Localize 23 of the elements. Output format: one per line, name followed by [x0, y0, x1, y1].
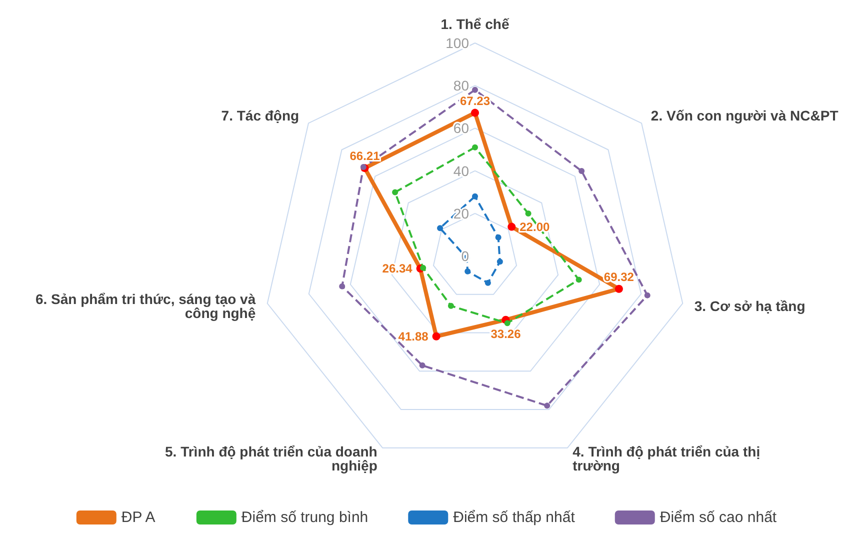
spoke-label: 5. Trình độ phát triển của doanh nghiệp — [165, 444, 378, 474]
y-tick-label: 20 — [453, 205, 470, 222]
data-label: 67.23 — [460, 94, 490, 108]
spoke-label: 3. Cơ sở hạ tầng — [694, 298, 806, 314]
legend-label: Điểm số trung bình — [241, 509, 368, 526]
data-label: 69.32 — [604, 270, 634, 284]
spoke-label: 1. Thể chế — [440, 16, 510, 32]
data-label: 22.00 — [520, 220, 550, 234]
data-label: 33.26 — [490, 326, 522, 341]
spoke-label: 4. Trình độ phát triển của thị trường — [572, 444, 760, 474]
legend-label: ĐP A — [121, 509, 156, 526]
data-label: 41.88 — [398, 329, 429, 344]
y-tick-label: 40 — [453, 162, 470, 179]
y-tick-label: 80 — [453, 78, 470, 94]
y-tick-label: 60 — [453, 120, 470, 136]
legend-label: Điểm số cao nhất — [660, 509, 778, 526]
spoke-label: 6. Sản phẩm tri thức, sáng tạo và công nghệ — [35, 291, 256, 322]
data-label: 26.34 — [382, 261, 413, 276]
spoke-label: 7. Tác động — [221, 108, 300, 124]
legend-label: Điểm số thấp nhất — [453, 509, 576, 526]
spoke-label: 2. Vốn con người và NC&PT — [650, 108, 839, 124]
y-tick-label: 100 — [446, 35, 470, 51]
data-label: 66.21 — [350, 149, 380, 164]
